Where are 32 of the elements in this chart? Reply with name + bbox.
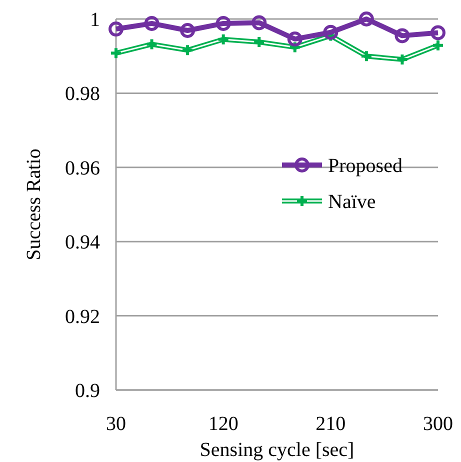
point bbox=[110, 46, 122, 60]
point bbox=[432, 38, 444, 52]
legend-label: Naïve bbox=[328, 191, 376, 213]
point bbox=[323, 24, 338, 40]
point bbox=[216, 32, 230, 46]
y-tick-label: 0.92 bbox=[65, 306, 100, 328]
x-tick-label: 120 bbox=[208, 413, 238, 435]
point bbox=[145, 38, 158, 51]
y-tick-label: 0.98 bbox=[65, 83, 100, 106]
point bbox=[287, 32, 302, 47]
x-tick-label: 210 bbox=[316, 413, 346, 435]
point bbox=[396, 52, 409, 66]
y-tick-label: 0.94 bbox=[65, 232, 100, 254]
point bbox=[394, 28, 410, 44]
point bbox=[252, 15, 267, 30]
y-tick-label: 1 bbox=[90, 9, 100, 31]
point bbox=[216, 16, 231, 31]
legend-label: Proposed bbox=[328, 155, 402, 177]
point bbox=[181, 44, 194, 57]
y-tick-label: 0.9 bbox=[75, 380, 100, 402]
x-axis-title: Sensing cycle [sec] bbox=[200, 439, 354, 461]
x-tick-label: 30 bbox=[106, 413, 126, 435]
point bbox=[430, 25, 446, 40]
y-tick-label: 0.96 bbox=[65, 157, 100, 180]
point bbox=[144, 16, 160, 31]
point bbox=[108, 22, 124, 37]
point bbox=[252, 36, 266, 48]
point bbox=[358, 12, 374, 26]
x-tick-label: 300 bbox=[423, 413, 453, 435]
point bbox=[360, 50, 373, 63]
point bbox=[180, 23, 196, 38]
y-axis-title: Success Ratio bbox=[23, 148, 45, 260]
